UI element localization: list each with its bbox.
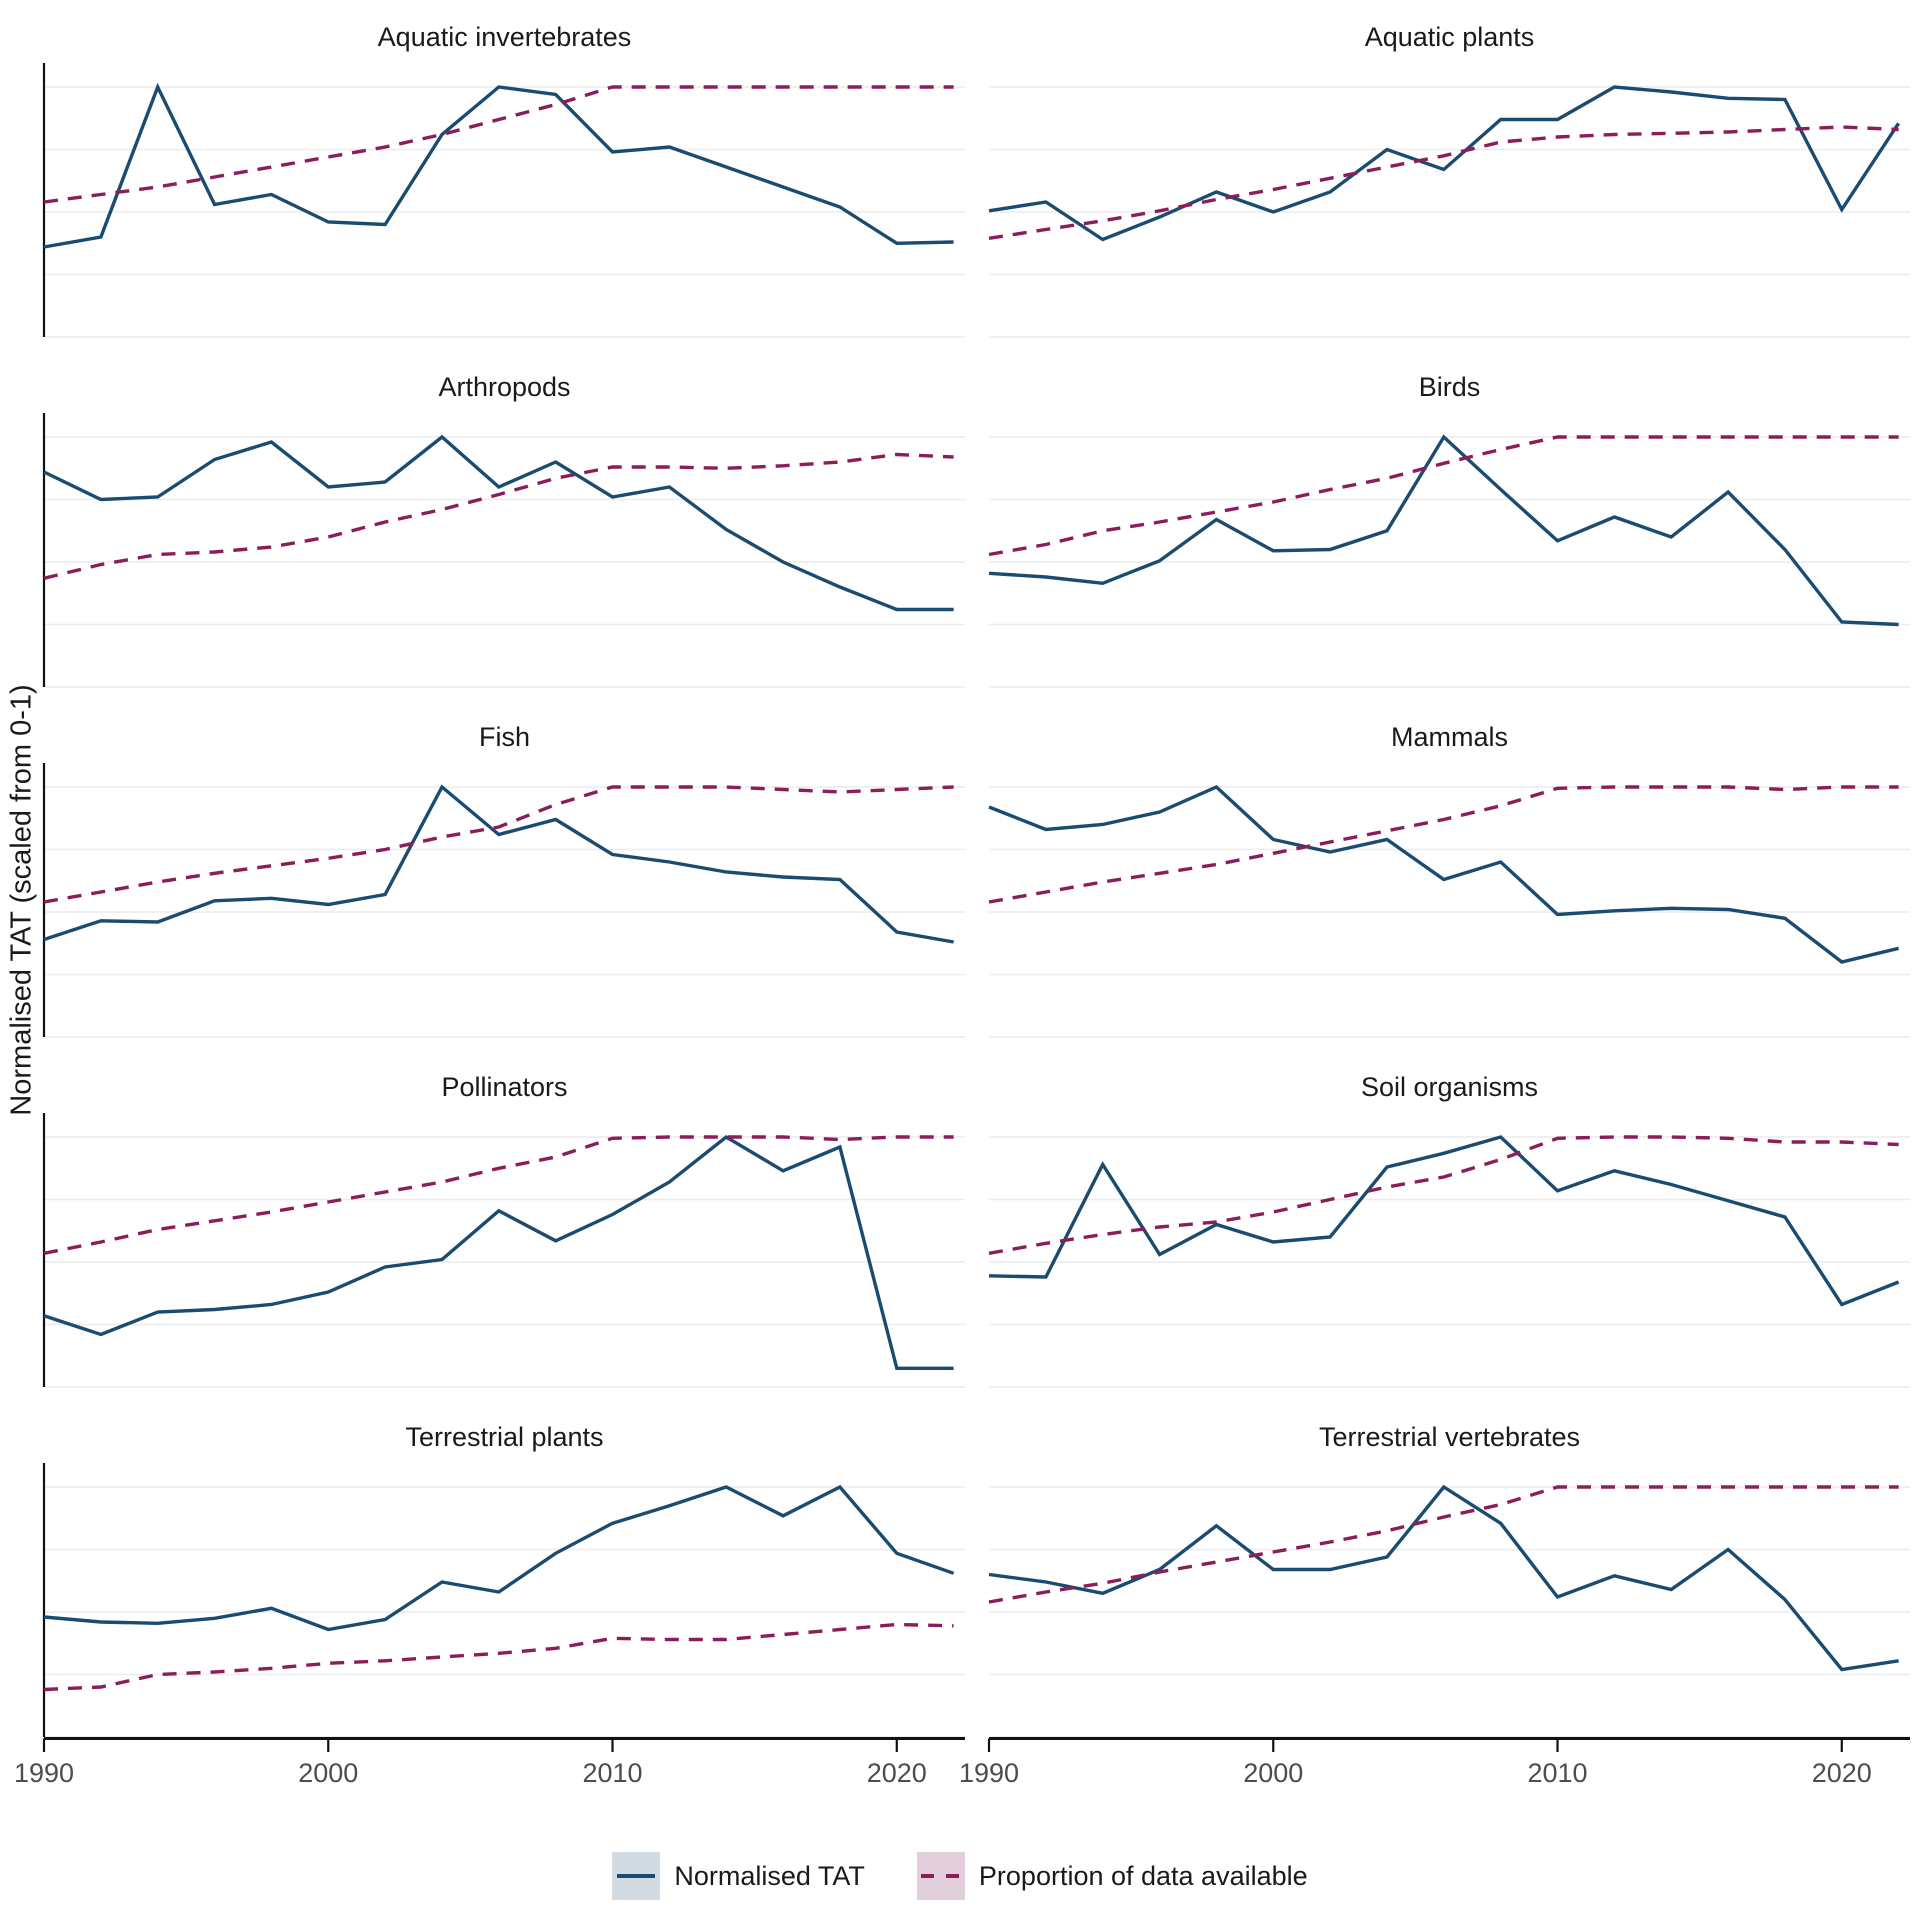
proportion-line (43, 1135, 954, 1255)
panel-chart-aquatic-plants (988, 85, 1910, 338)
panel-chart-arthropods (42, 413, 965, 688)
tat-line (43, 784, 954, 944)
panel-chart-soil-organisms (988, 1135, 1910, 1388)
tat-key-line-icon (617, 1874, 656, 1878)
tat-line (43, 1134, 954, 1370)
legend: Normalised TAT Proportion of data availa… (0, 1848, 1920, 1904)
panel-chart-fish (42, 763, 965, 1038)
panel-title-fish: Fish (478, 722, 530, 752)
x-tick-label-1990: 1990 (13, 1758, 75, 1788)
panel-chart-terrestrial-vertebrates (988, 1484, 1910, 1738)
x-tick-label-2010: 2010 (1527, 1758, 1588, 1788)
x-axis-left (42, 1737, 965, 1752)
x-tick-label-2000: 2000 (1243, 1758, 1304, 1788)
proportion-line (988, 785, 1899, 904)
x-tick-label-1990: 1990 (958, 1758, 1020, 1788)
x-tick-label-2020: 2020 (1811, 1758, 1872, 1788)
legend-label-proportion: Proportion of data available (978, 1860, 1308, 1891)
tat-line (988, 1484, 1899, 1672)
tat-line (43, 82, 954, 249)
proportion-key-line-icon (920, 1874, 961, 1878)
panel-title-aquatic-invertebrates: Aquatic invertebrates (377, 22, 632, 52)
panel-title-aquatic-plants: Aquatic plants (1364, 22, 1535, 52)
panel-title-arthropods: Arthropods (438, 372, 571, 402)
proportion-line (988, 1485, 1899, 1604)
panel-title-terrestrial-plants: Terrestrial plants (405, 1422, 604, 1452)
x-tick-label-2020: 2020 (866, 1758, 927, 1788)
panel-title-terrestrial-vertebrates: Terrestrial vertebrates (1318, 1422, 1581, 1452)
tat-line (988, 784, 1899, 964)
panel-chart-mammals (988, 784, 1910, 1038)
tat-line (988, 434, 1899, 627)
proportion-line (988, 125, 1899, 240)
tat-line (988, 85, 1901, 242)
tat-line (988, 1135, 1900, 1307)
panel-title-soil-organisms: Soil organisms (1360, 1072, 1539, 1102)
legend-label-tat: Normalised TAT (674, 1860, 865, 1891)
x-tick-label-2010: 2010 (582, 1758, 643, 1788)
tat-legend-key-icon (612, 1852, 661, 1900)
proportion-line (988, 1135, 1899, 1255)
x-axis-right (987, 1737, 1910, 1752)
panel-chart-pollinators (42, 1113, 965, 1388)
panel-chart-aquatic-invertebrates (42, 63, 965, 338)
proportion-line (43, 85, 954, 204)
panel-chart-birds (988, 434, 1910, 688)
panel-title-birds: Birds (1418, 372, 1481, 402)
proportion-line (43, 1622, 954, 1692)
y-axis-title: Normalised TAT (scaled from 0-1) (5, 684, 38, 1116)
proportion-legend-key-icon (916, 1852, 965, 1900)
panel-title-mammals: Mammals (1390, 722, 1508, 752)
x-tick-label-2000: 2000 (298, 1758, 359, 1788)
proportion-line (988, 435, 1899, 557)
legend-item-proportion: Proportion of data available (916, 1852, 1308, 1900)
proportion-line (43, 452, 954, 580)
legend-item-tat: Normalised TAT (612, 1852, 865, 1900)
panel-chart-terrestrial-plants (42, 1463, 965, 1738)
tat-line (43, 1484, 955, 1632)
proportion-line (43, 785, 954, 904)
panel-title-pollinators: Pollinators (441, 1072, 568, 1102)
tat-line (43, 434, 954, 612)
